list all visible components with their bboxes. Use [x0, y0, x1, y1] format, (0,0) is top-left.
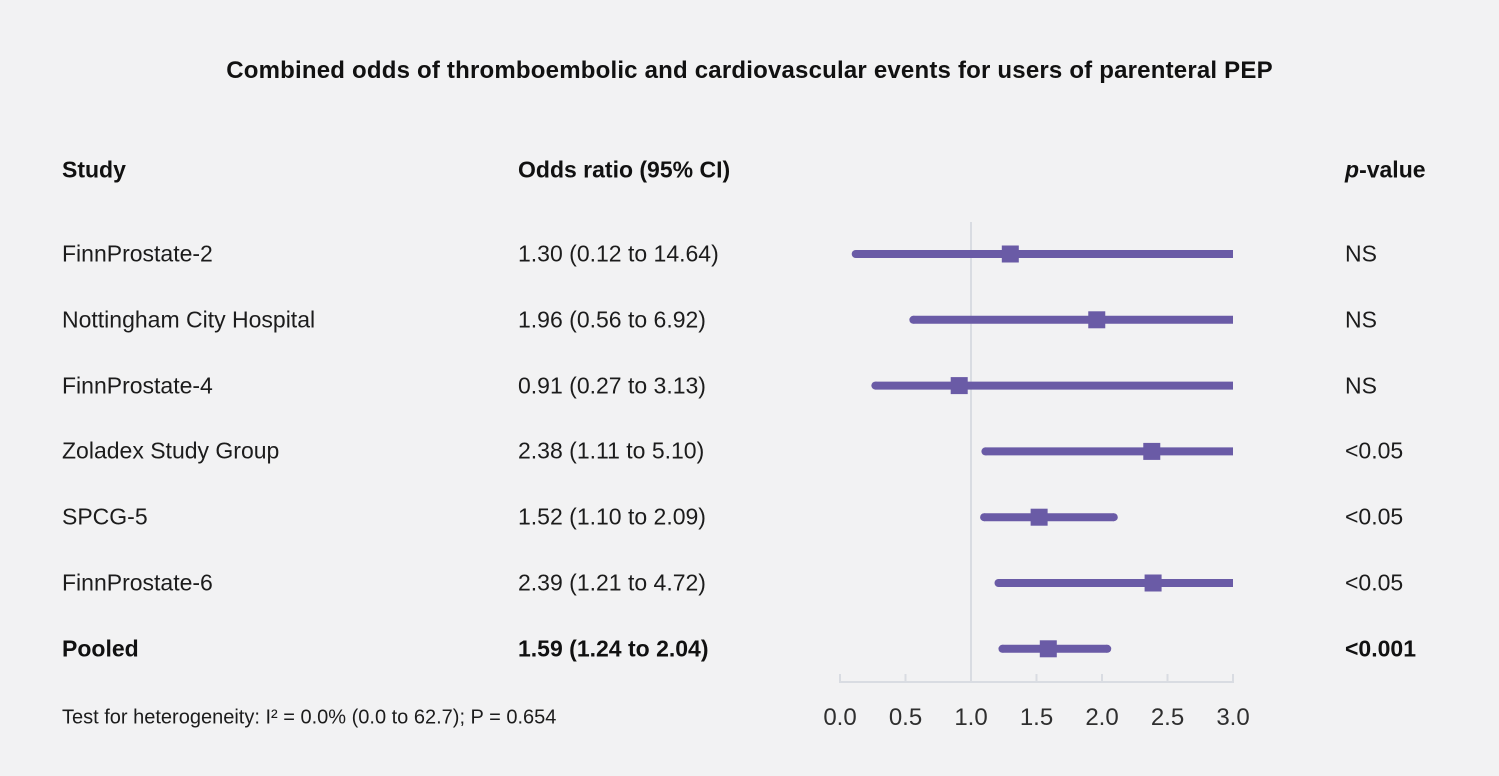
p-value: <0.05	[1345, 503, 1404, 530]
point-estimate-marker	[1001, 245, 1019, 263]
odds-ratio-value: 2.38 (1.11 to 5.10)	[518, 437, 705, 464]
p-value-header-rest: -value	[1359, 156, 1426, 183]
ci-lower-cap	[871, 381, 880, 390]
p-value: <0.05	[1345, 569, 1404, 596]
column-header-odds-ratio: Odds ratio (95% CI)	[518, 156, 731, 183]
odds-ratio-value: 1.52 (1.10 to 2.09)	[518, 503, 706, 530]
ci-lower-cap	[981, 447, 990, 456]
ci-upper-cap	[1109, 513, 1118, 522]
study-label: FinnProstate-6	[62, 569, 213, 596]
x-axis-tick-label: 2.0	[1085, 704, 1119, 731]
study-label: FinnProstate-4	[62, 372, 213, 399]
study-label: FinnProstate-2	[62, 240, 213, 267]
ci-lower-cap	[998, 644, 1007, 653]
study-label: Pooled	[62, 635, 139, 662]
point-estimate-marker	[1143, 442, 1161, 460]
odds-ratio-value: 2.39 (1.21 to 4.72)	[518, 569, 706, 596]
p-value: <0.001	[1345, 635, 1416, 662]
ci-lower-cap	[980, 513, 989, 522]
column-header-study: Study	[62, 156, 126, 183]
p-value: <0.05	[1345, 437, 1404, 464]
p-value: NS	[1345, 372, 1377, 399]
x-axis-tick-label: 2.5	[1150, 704, 1185, 731]
point-estimate-marker	[1088, 311, 1106, 329]
p-value-header-italic-p: p	[1345, 156, 1360, 183]
study-label: Zoladex Study Group	[62, 437, 280, 464]
odds-ratio-value: 1.59 (1.24 to 2.04)	[518, 635, 709, 662]
study-label: SPCG-5	[62, 503, 148, 530]
chart-title: Combined odds of thromboembolic and card…	[226, 57, 1273, 84]
point-estimate-marker	[1039, 640, 1057, 658]
point-estimate-marker	[1144, 574, 1162, 592]
column-header-p-value: p-value	[1345, 157, 1426, 184]
x-axis-tick-label: 0.5	[888, 704, 923, 731]
x-axis-tick-label: 3.0	[1216, 704, 1250, 731]
odds-ratio-value: 0.91 (0.27 to 3.13)	[518, 372, 706, 399]
x-axis-tick-label: 1.5	[1019, 704, 1054, 731]
x-axis-tick-label: 1.0	[954, 704, 988, 731]
ci-upper-cap	[1103, 644, 1112, 653]
ci-lower-cap	[851, 250, 860, 258]
point-estimate-marker	[950, 377, 968, 395]
ci-lower-cap	[909, 315, 918, 324]
heterogeneity-footnote: Test for heterogeneity: I² = 0.0% (0.0 t…	[62, 706, 557, 729]
p-value: NS	[1345, 306, 1377, 333]
p-value: NS	[1345, 240, 1377, 267]
odds-ratio-value: 1.96 (0.56 to 6.92)	[518, 306, 706, 333]
odds-ratio-value: 1.30 (0.12 to 14.64)	[518, 240, 719, 267]
x-axis-tick-label: 0.0	[823, 704, 857, 731]
ci-lower-cap	[994, 579, 1003, 587]
point-estimate-marker	[1030, 508, 1048, 526]
study-label: Nottingham City Hospital	[62, 306, 316, 333]
